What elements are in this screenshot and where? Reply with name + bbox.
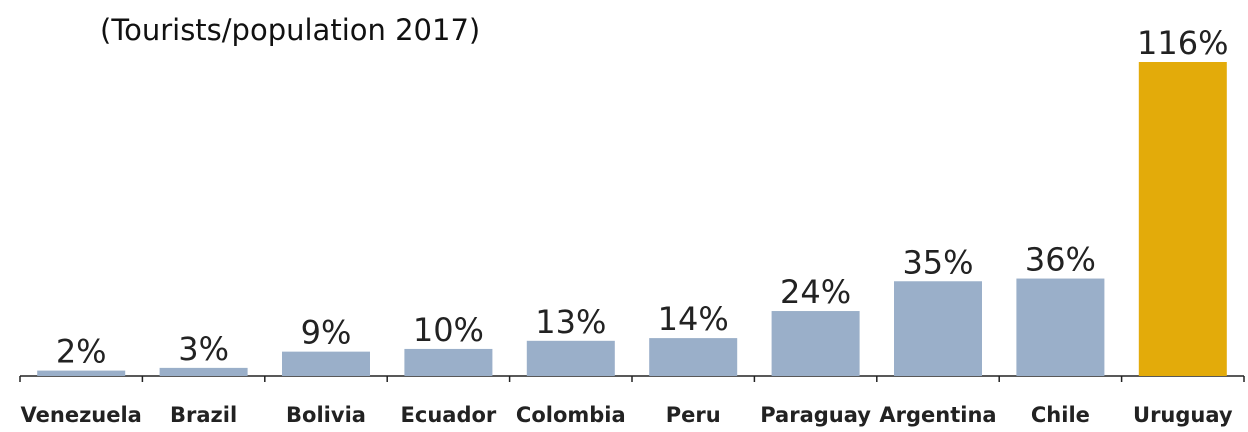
value-label: 2% <box>56 333 107 371</box>
bar <box>526 340 615 376</box>
x-tick-label: Uruguay <box>1133 403 1233 427</box>
x-tick-label: Venezuela <box>21 403 142 427</box>
x-tick-label: Ecuador <box>401 403 497 427</box>
value-label: 13% <box>535 303 606 341</box>
value-label: 116% <box>1137 24 1228 62</box>
bar <box>159 367 248 376</box>
value-label: 36% <box>1025 241 1096 279</box>
x-tick-label: Bolivia <box>286 403 366 427</box>
value-label: 24% <box>780 273 851 311</box>
value-label: 14% <box>658 300 729 338</box>
bar <box>1138 62 1227 376</box>
value-label: 35% <box>902 243 973 281</box>
x-tick-label: Colombia <box>516 403 626 427</box>
bar <box>404 348 493 376</box>
value-label: 9% <box>301 314 352 352</box>
x-tick-label: Paraguay <box>760 403 871 427</box>
value-label: 10% <box>413 311 484 349</box>
bar <box>649 338 738 376</box>
value-label: 3% <box>178 330 229 368</box>
bar <box>282 351 370 376</box>
x-tick-label: Argentina <box>879 403 996 427</box>
x-tick-label: Peru <box>666 403 721 427</box>
bar <box>37 370 126 376</box>
bar <box>1016 278 1105 376</box>
chart-title: (Tourists/population 2017) <box>100 13 480 47</box>
x-tick-label: Brazil <box>170 403 237 427</box>
bar <box>894 281 982 376</box>
bar <box>771 311 860 376</box>
x-tick-label: Chile <box>1031 403 1090 427</box>
